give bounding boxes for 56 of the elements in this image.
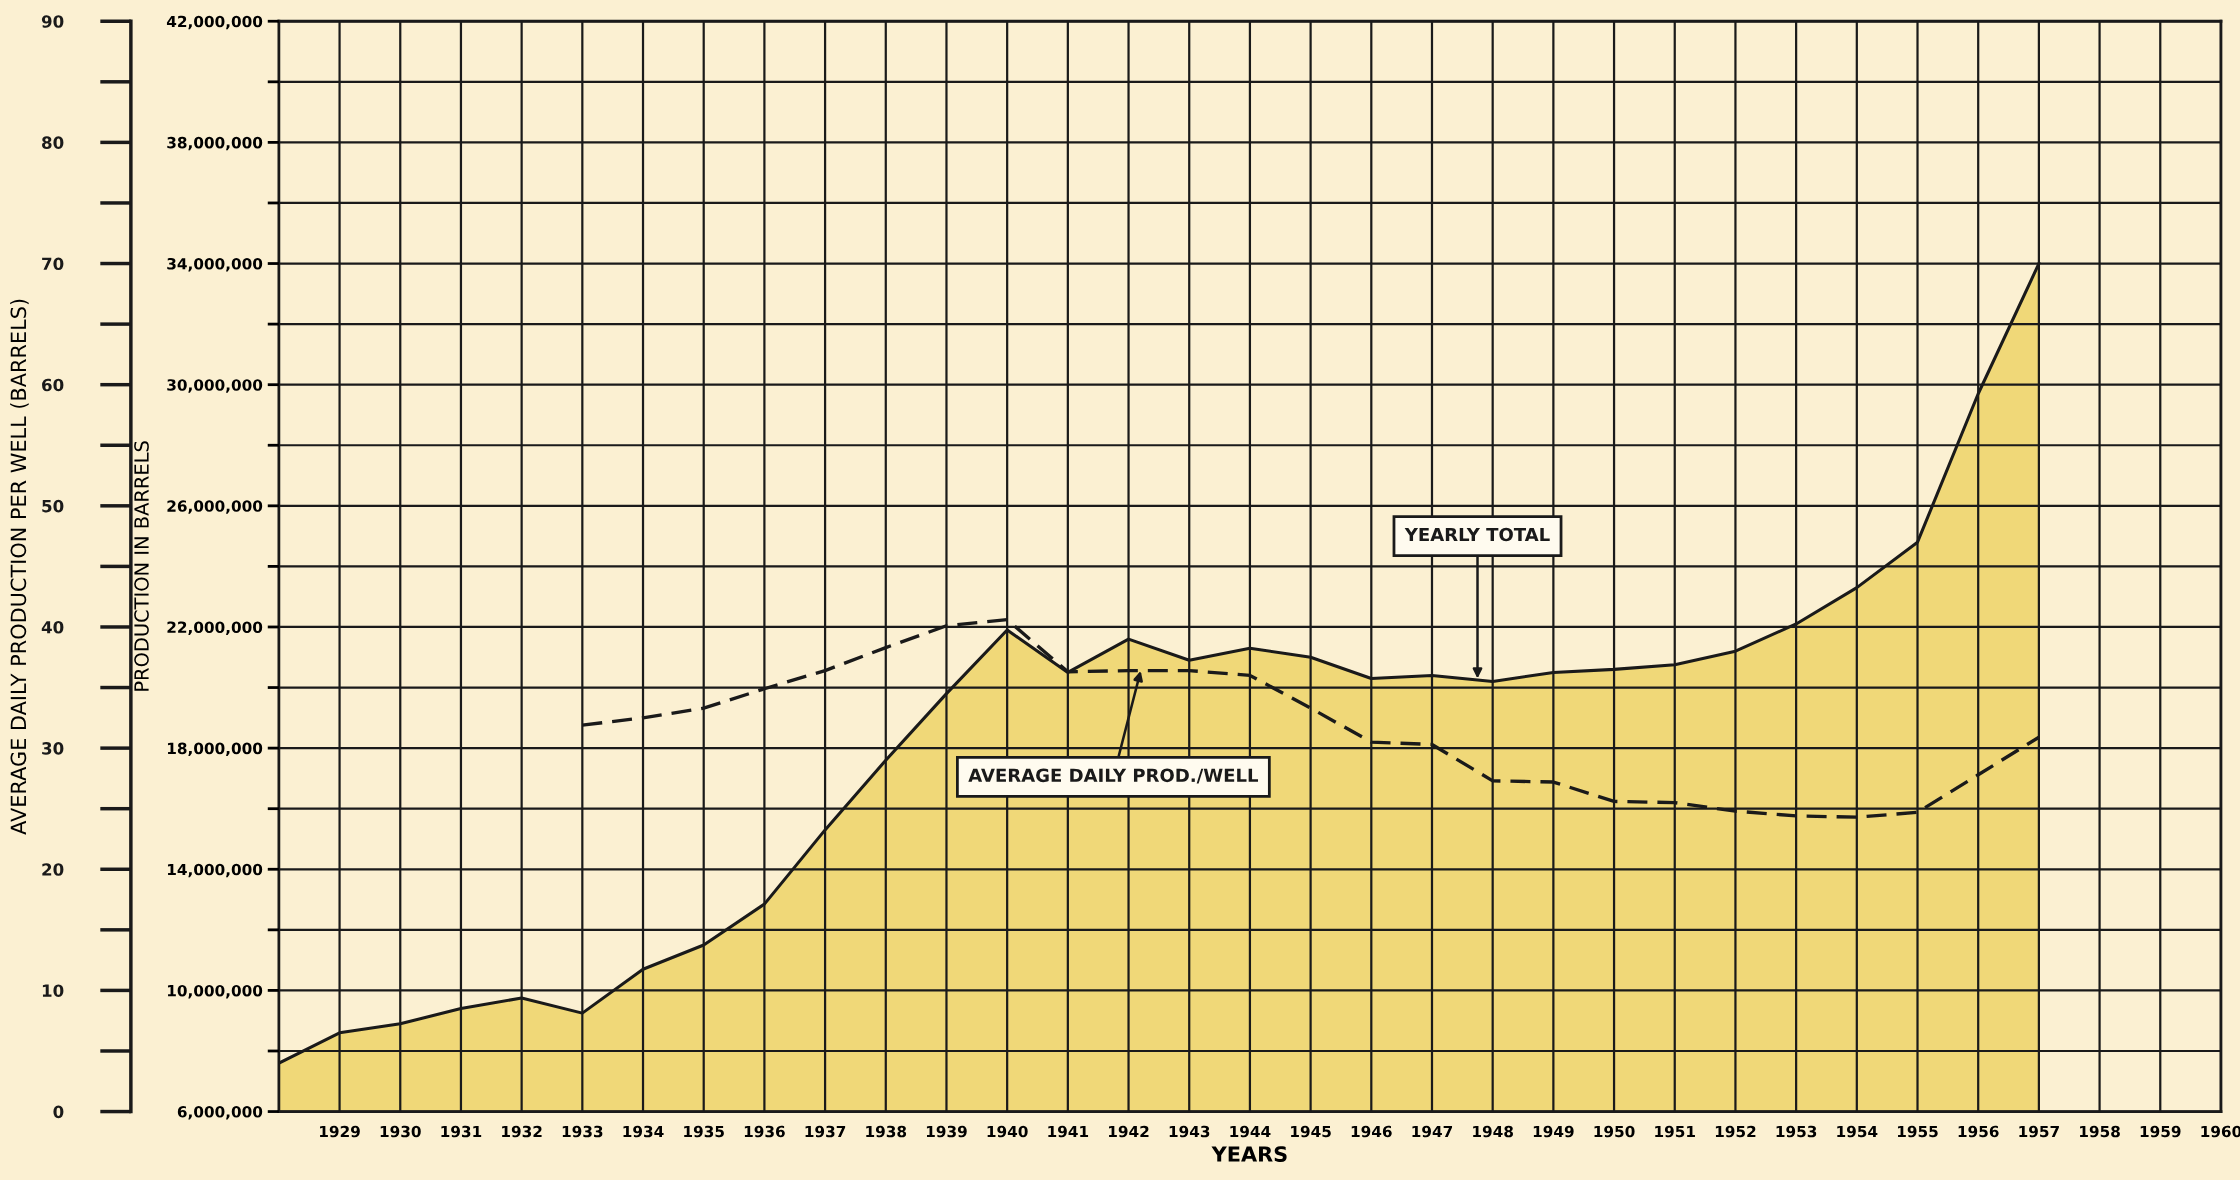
y2-tick-label: 30: [42, 742, 64, 755]
x-tick-label: 1942: [1109, 1125, 1149, 1138]
y2-tick-label: 80: [42, 136, 64, 149]
x-tick-label: 1958: [2080, 1125, 2120, 1138]
y-tick-label: 38,000,000: [167, 136, 263, 151]
x-tick-label: 1947: [1412, 1125, 1453, 1138]
x-tick-label: 1941: [1048, 1125, 1089, 1138]
x-tick-label: 1955: [1897, 1125, 1938, 1138]
x-tick-label: 1954: [1837, 1125, 1878, 1138]
x-tick-label: 1929: [320, 1125, 360, 1138]
y2-axis-title: AVERAGE DAILY PRODUCTION PER WELL (BARRELS): [10, 299, 29, 835]
x-tick-label: 1952: [1715, 1125, 1756, 1138]
y2-tick-label: 40: [41, 620, 64, 634]
y2-tick-label: 20: [42, 863, 64, 876]
x-tick-label: 1950: [1594, 1125, 1635, 1138]
y2-tick-label: 0: [53, 1105, 64, 1119]
x-tick-label: 1945: [1291, 1125, 1331, 1138]
x-tick-label: 1934: [623, 1125, 664, 1138]
y-tick-label: 22,000,000: [167, 621, 263, 635]
x-tick-label: 1957: [2019, 1125, 2059, 1138]
y2-tick-label: 90: [41, 15, 64, 28]
y2-tick-label: 50: [42, 499, 64, 513]
y-tick-label: 26,000,000: [167, 500, 263, 514]
y-tick-label: 10,000,000: [167, 984, 263, 999]
x-tick-label: 1953: [1776, 1125, 1817, 1138]
x-tick-label: 1939: [926, 1125, 967, 1138]
x-tick-label: 1951: [1655, 1125, 1695, 1138]
y2-tick-label: 60: [42, 378, 64, 392]
y-tick-label: 30,000,000: [167, 379, 263, 393]
annotation: YEARLY TOTAL: [1404, 527, 1550, 542]
y-tick-label: 6,000,000: [177, 1106, 263, 1120]
x-tick-label: 1937: [805, 1125, 846, 1138]
x-tick-label: 1930: [380, 1125, 421, 1138]
annotation: AVERAGE DAILY PROD./WELL: [968, 768, 1259, 784]
x-tick-label: 1932: [502, 1125, 542, 1138]
y-tick-label: 42,000,000: [166, 15, 263, 30]
x-tick-label: 1938: [866, 1125, 907, 1138]
y-tick-label: 18,000,000: [167, 742, 263, 757]
x-tick-label: 1944: [1230, 1125, 1271, 1138]
x-tick-label: 1931: [441, 1125, 482, 1138]
x-tick-label: 1933: [562, 1125, 603, 1138]
x-tick-label: 1959: [2140, 1125, 2181, 1138]
x-tick-label: 1943: [1169, 1125, 1210, 1138]
x-tick-label: 1948: [1473, 1125, 1513, 1138]
x-tick-label: 1935: [684, 1125, 724, 1138]
x-tick-label: 1956: [1958, 1125, 1999, 1138]
x-tick-label: 1946: [1351, 1125, 1392, 1138]
y2-tick-label: 70: [42, 257, 64, 271]
y2-tick-label: 10: [42, 984, 64, 997]
y-tick-label: 34,000,000: [167, 258, 263, 272]
x-tick-label: 1949: [1533, 1125, 1574, 1138]
x-tick-label: 1936: [744, 1125, 785, 1138]
x-axis-title: YEARS: [1211, 1146, 1287, 1162]
y-axis-title: PRODUCTION IN BARRELS: [134, 441, 149, 691]
y-tick-label: 14,000,000: [167, 863, 263, 878]
x-tick-label: 1940: [987, 1125, 1028, 1138]
